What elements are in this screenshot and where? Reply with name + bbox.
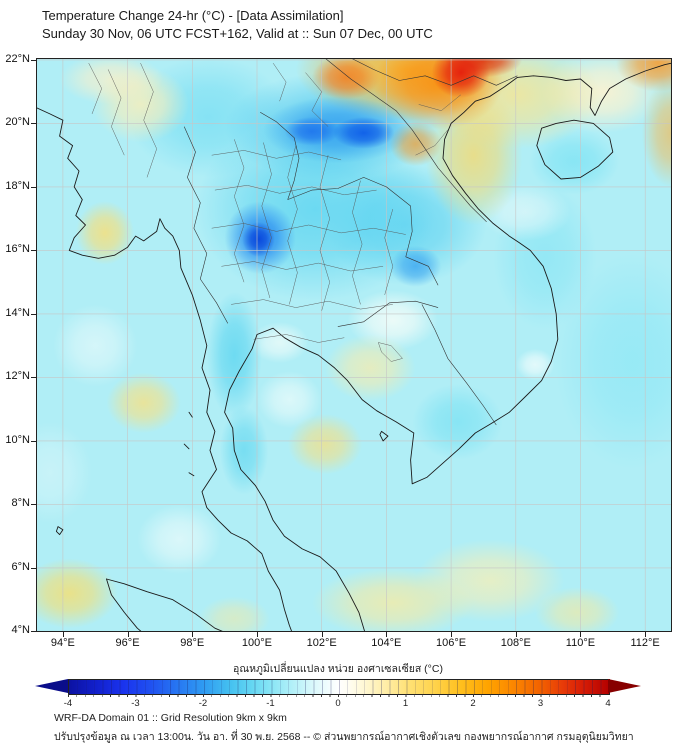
lat-tick-mark	[31, 504, 36, 506]
lon-tick-mark	[321, 632, 323, 637]
colorbar-tick-label: -1	[266, 698, 275, 709]
lon-tick-mark	[645, 632, 647, 637]
lat-tick-mark	[31, 250, 36, 252]
lon-tick-label: 112°E	[630, 637, 660, 649]
colorbar-tick-labels: -4 -3 -2 -1 0 1 2 3 4	[35, 698, 641, 710]
lon-tick-label: 102°E	[306, 637, 337, 649]
lat-tick-mark	[31, 186, 36, 188]
colorbar-tick-label: 2	[470, 698, 476, 709]
lon-tick-label: 94°E	[50, 637, 75, 649]
lon-tick-mark	[580, 632, 582, 637]
colorbar	[35, 679, 641, 695]
page-subtitle: Sunday 30 Nov, 06 UTC FCST+162, Valid at…	[42, 26, 433, 41]
colorbar-tick-label: -4	[63, 698, 73, 709]
lon-tick-mark	[451, 632, 453, 637]
lat-tick-label: 18°N	[5, 179, 30, 192]
colorbar-tick-label: 3	[537, 698, 544, 709]
lon-tick-label: 108°E	[500, 637, 531, 649]
lat-tick-label: 4°N	[11, 624, 30, 637]
lat-tick-label: 12°N	[5, 370, 30, 383]
lon-tick-mark	[256, 632, 258, 637]
lat-tick-label: 6°N	[11, 560, 30, 573]
lon-tick-label: 104°E	[371, 637, 402, 649]
lon-tick-mark	[127, 632, 129, 637]
footer-domain-info: WRF-DA Domain 01 :: Grid Resolution 9km …	[54, 712, 287, 724]
footer-credit-thai: ปรับปรุงข้อมูล ณ เวลา 13:00น. วัน อา. ที…	[54, 731, 634, 743]
lon-tick-mark	[192, 632, 194, 637]
colorbar-tick-label: 4	[605, 698, 611, 709]
lat-tick-mark	[31, 377, 36, 379]
lat-tick-mark	[31, 123, 36, 125]
temperature-field	[36, 58, 672, 632]
lat-tick-mark	[31, 59, 36, 61]
colorbar-ticks	[68, 694, 608, 697]
coastline-grid-overlay	[36, 58, 672, 632]
lon-tick-label: 96°E	[115, 637, 140, 649]
colorbar-tick-label: -3	[131, 698, 140, 709]
lat-tick-label: 22°N	[5, 52, 30, 65]
lat-tick-label: 8°N	[11, 497, 30, 510]
colorbar-tick-label: 1	[402, 698, 409, 709]
lon-tick-label: 98°E	[180, 637, 205, 649]
lat-tick-label: 16°N	[5, 243, 30, 256]
colorbar-tick-label: 0	[335, 698, 341, 709]
page-title: Temperature Change 24-hr (°C) - [Data As…	[42, 8, 344, 23]
lon-tick-mark	[62, 632, 64, 637]
lat-tick-mark	[31, 313, 36, 315]
colorbar-tick-label: -2	[198, 698, 208, 709]
colorbar-left-arrow	[35, 679, 68, 693]
colorbar-label: อุณหภูมิเปลี่ยนแปลง หน่วย องศาเซลเซียส (…	[233, 663, 443, 675]
lon-tick-label: 100°E	[241, 637, 272, 649]
lat-tick-mark	[31, 631, 36, 633]
lat-tick-label: 20°N	[5, 116, 30, 129]
lat-tick-label: 10°N	[5, 433, 30, 446]
lon-tick-label: 106°E	[436, 637, 467, 649]
lon-tick-label: 110°E	[565, 637, 596, 649]
map-canvas	[36, 58, 672, 632]
colorbar-gradient	[68, 679, 610, 695]
lat-tick-mark	[31, 440, 36, 442]
lon-tick-mark	[515, 632, 517, 637]
lat-tick-mark	[31, 567, 36, 569]
colorbar-right-arrow	[608, 679, 641, 693]
lat-tick-label: 14°N	[5, 306, 30, 319]
lon-tick-mark	[386, 632, 388, 637]
